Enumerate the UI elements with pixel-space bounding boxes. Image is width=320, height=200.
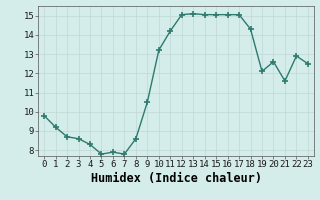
X-axis label: Humidex (Indice chaleur): Humidex (Indice chaleur) <box>91 172 261 185</box>
